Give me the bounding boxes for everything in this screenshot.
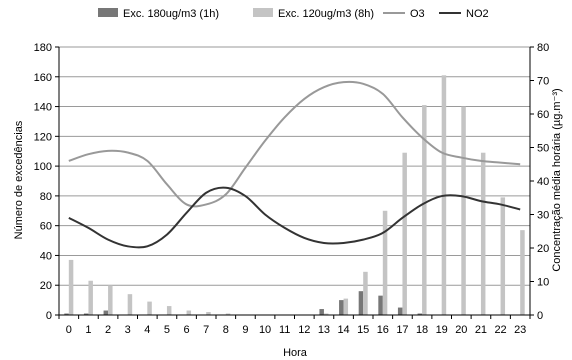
bar-exc-120-8h [323,313,329,315]
bar-exc-180-1h [358,291,364,315]
bar-exc-120-8h [402,152,407,315]
x-tick-label: 7 [203,324,209,336]
x-tick-label: 16 [377,324,389,336]
bar-exc-180-1h [319,309,324,315]
x-tick-label: 5 [164,324,170,336]
bar-exc-120-8h [147,301,152,315]
x-tick-label: 15 [357,324,369,336]
right-tick-label: 20 [537,243,549,255]
bar-exc-180-1h [103,310,109,315]
x-tick-label: 9 [242,324,248,336]
x-tick-label: 0 [66,324,72,336]
x-tick-label: 3 [125,324,131,336]
x-axis-title: Hora [283,347,308,359]
bar-exc-120-8h [206,312,211,315]
bar-series [64,75,525,316]
bar-exc-180-1h [397,307,403,315]
bar-exc-120-8h [108,285,113,315]
bar-exc-120-8h [68,259,74,315]
x-tick-label: 8 [223,324,229,336]
legend: Exc. 180ug/m3 (1h) Exc. 120ug/m3 (8h) O3 NO… [98,8,489,20]
left-tick-label: 100 [34,161,52,173]
x-tick-label: 1 [85,324,91,336]
legend-swatch [98,8,118,17]
left-tick-label: 80 [40,191,52,203]
right-tick-label: 30 [537,210,549,222]
bar-exc-180-1h [83,313,89,315]
bar-exc-120-8h [343,298,349,315]
legend-label: Exc. 120ug/m3 (8h) [278,8,374,20]
left-tick-label: 140 [34,102,52,114]
left-tick-label: 160 [34,72,52,84]
gridlines [59,46,530,286]
x-tick-label: 11 [279,324,290,336]
axes [58,47,531,316]
bar-exc-120-8h [461,106,466,315]
left-tick-label: 20 [40,280,52,292]
bar-exc-120-8h [480,152,486,315]
legend-label: NO2 [466,8,489,20]
right-axis-title: Concentração média horária (µg.m⁻³) [551,88,563,271]
right-tick-label: 50 [537,143,549,155]
bar-exc-180-1h [417,313,423,315]
x-tick-label: 21 [475,324,487,336]
left-tick-label: 60 [40,221,52,233]
right-tick-label: 70 [537,76,549,88]
x-tick-label: 6 [184,324,190,336]
left-axis-ticks: 0 20 40 60 80 100 120 140 160 180 [34,42,59,322]
x-tick-label: 4 [144,324,150,336]
x-axis-ticks: 0 1 2 3 4 5 6 7 8 9 10 11 12 13 14 15 16 17 18 19 20 21 22 23 [58,315,531,336]
x-tick-label: 19 [436,324,448,336]
bar-exc-180-1h [378,295,383,315]
x-tick-label: 10 [259,324,271,336]
right-axis-ticks: 0 10 20 30 40 50 60 70 80 [530,42,549,322]
legend-label: Exc. 180ug/m3 (1h) [123,8,219,20]
x-tick-label: 12 [298,324,310,336]
x-tick-label: 14 [337,324,349,336]
bar-exc-120-8h [500,197,506,315]
x-tick-label: 18 [416,324,428,336]
bar-exc-120-8h [520,230,525,315]
x-tick-label: 20 [455,324,467,336]
right-tick-label: 40 [537,176,549,188]
legend-label: O3 [410,8,425,20]
bar-exc-120-8h [186,310,192,315]
bar-exc-120-8h [382,210,388,315]
line-o3 [68,80,521,208]
bar-exc-180-1h [339,300,344,315]
left-axis-title: Número de excedências [13,120,25,239]
left-tick-label: 180 [34,42,52,54]
x-tick-label: 22 [494,324,506,336]
bar-exc-120-8h [225,313,231,315]
bar-exc-120-8h [88,280,93,315]
left-tick-label: 40 [40,250,52,262]
x-tick-label: 23 [514,324,526,336]
right-tick-label: 80 [537,42,549,54]
bar-exc-120-8h [127,294,133,315]
right-tick-label: 60 [537,109,549,121]
left-tick-label: 0 [46,310,52,322]
bar-exc-120-8h [422,105,427,315]
x-tick-label: 2 [105,324,111,336]
left-tick-label: 120 [34,131,52,143]
line-series [68,80,521,249]
x-tick-label: 17 [396,324,408,336]
bar-exc-180-1h [64,313,69,315]
line-no2 [68,186,521,249]
legend-swatch [253,8,273,17]
x-tick-label: 13 [318,324,330,336]
right-tick-label: 10 [537,277,549,289]
bar-exc-120-8h [363,271,368,315]
bar-exc-120-8h [166,306,172,315]
right-tick-label: 0 [537,310,543,322]
